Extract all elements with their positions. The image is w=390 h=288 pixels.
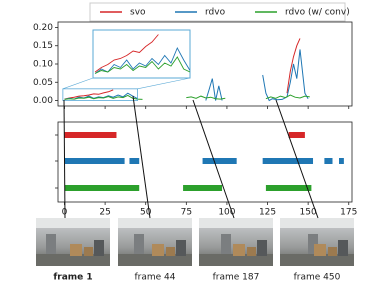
thumb-cabinet <box>176 240 186 256</box>
timeline-segment <box>288 132 305 138</box>
y-tick-label: 0.05 <box>33 78 53 88</box>
thumb-cabinet <box>94 240 104 256</box>
y-tick-label: 0.20 <box>33 23 53 33</box>
timeline-segment <box>64 132 117 138</box>
x-tick-label: 175 <box>340 208 357 218</box>
zoom-connector <box>62 77 94 90</box>
x-tick-label: 75 <box>181 208 192 218</box>
timeline-segment <box>202 158 237 164</box>
y-tick-label: 0.00 <box>33 96 53 106</box>
x-tick-label: 50 <box>140 208 152 218</box>
frame-label: frame 44 <box>134 273 175 283</box>
connector <box>63 99 66 219</box>
timeline-segment <box>183 185 223 191</box>
thumb-box <box>247 247 256 256</box>
thumb-box <box>84 247 93 256</box>
timeline-segment <box>265 185 312 191</box>
zoom-region <box>62 88 138 101</box>
inset <box>94 34 190 74</box>
x-tick-label: 25 <box>99 208 110 218</box>
timeline-segment <box>324 158 333 164</box>
connector <box>132 95 151 219</box>
thumb-box <box>233 244 245 256</box>
thumb-cabinet <box>338 240 348 256</box>
thumb-ceiling <box>280 218 354 228</box>
thumb-ceiling <box>36 218 110 228</box>
thumbnails <box>36 218 354 266</box>
legend-label: rdvo (w/ conv) <box>285 8 350 18</box>
frame-label: frame 450 <box>294 273 341 283</box>
y-tick-label: 0.10 <box>33 60 53 70</box>
zoom-connector <box>137 77 191 90</box>
legend-label: svo <box>130 8 146 18</box>
inset-box <box>92 29 191 79</box>
thumb-door <box>308 234 318 254</box>
timeline-segment <box>339 158 344 164</box>
timeline-segment <box>64 158 125 164</box>
inset-line <box>94 46 190 74</box>
frame-label: frame 187 <box>213 273 260 283</box>
timeline-segment <box>262 158 314 164</box>
thumb-door <box>134 234 144 254</box>
connector <box>192 99 235 219</box>
thumb-box <box>166 247 175 256</box>
series-line <box>64 94 310 100</box>
thumb-door <box>221 234 231 254</box>
thumb-box <box>152 244 164 256</box>
x-tick-label: 150 <box>300 208 317 218</box>
inset-line <box>94 56 190 74</box>
x-tick-label: 125 <box>259 208 276 218</box>
timeline-segment <box>64 185 140 191</box>
legend-box <box>89 2 346 22</box>
thumb-floor <box>36 254 110 266</box>
thumb-floor <box>199 254 273 266</box>
thumb-floor <box>118 254 192 266</box>
thumb-box <box>314 244 326 256</box>
connector <box>275 99 319 219</box>
frame-label: frame 1 <box>53 273 92 283</box>
legend-label: rdvo <box>205 8 226 18</box>
thumb-floor <box>280 254 354 266</box>
thumb-cabinet <box>257 240 267 256</box>
x-tick-label: 100 <box>218 208 235 218</box>
thumb-door <box>46 234 56 254</box>
y-tick-label: 0.15 <box>33 41 53 51</box>
thumb-ceiling <box>118 218 192 228</box>
thumb-ceiling <box>199 218 273 228</box>
bottom-axes <box>57 121 353 203</box>
inset-line <box>94 34 159 73</box>
series-line <box>64 38 301 100</box>
thumb-box <box>328 247 337 256</box>
timeline-segment <box>129 158 140 164</box>
thumb-box <box>70 244 82 256</box>
